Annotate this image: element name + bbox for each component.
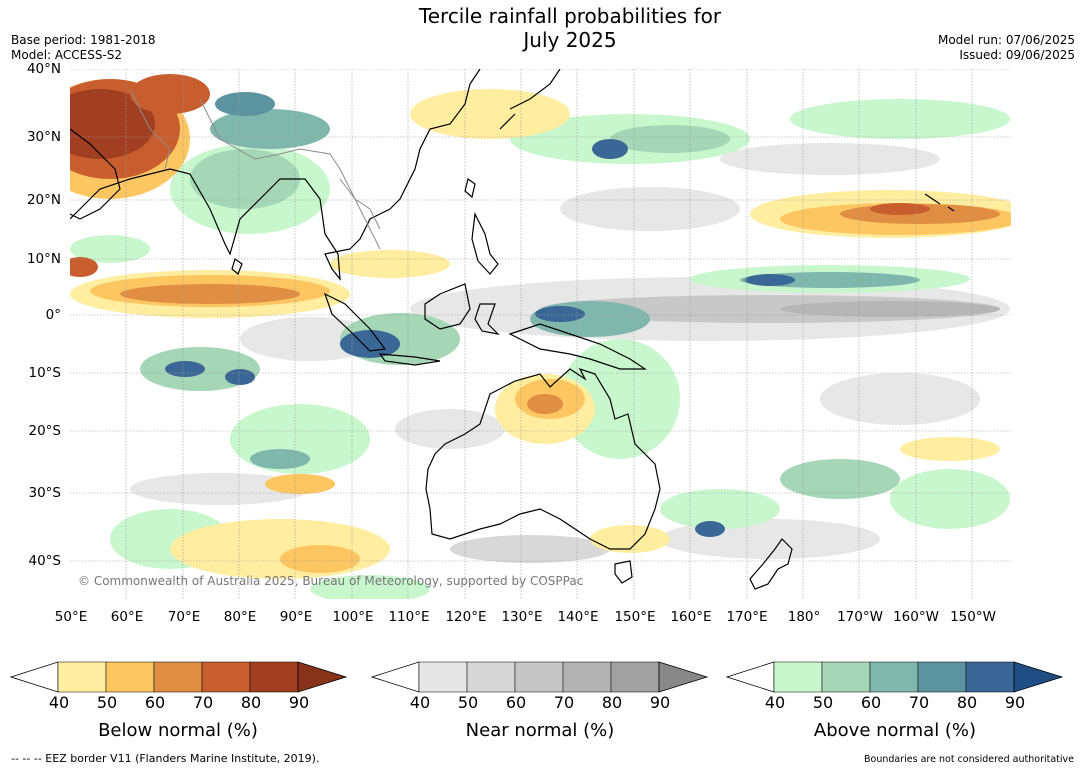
lon-label-80e: 80°E (223, 609, 257, 625)
colorbar-min-arrow (9, 661, 59, 693)
lon-label-130e: 130°E (501, 609, 543, 625)
colorbar-swatch (57, 661, 107, 693)
cb-below-tick-60: 60 (144, 693, 166, 712)
map-title: Tercile rainfall probabilities for July … (418, 4, 722, 52)
map-gridlines (70, 69, 1011, 599)
cb-above-tick-40: 40 (764, 693, 786, 712)
lon-label-120e: 120°E (445, 609, 487, 625)
cb-near-tick-90: 90 (649, 693, 671, 712)
colorbar-min-arrow (725, 661, 775, 693)
cb-near-tick-40: 40 (409, 693, 431, 712)
cb-below-title: Below normal (%) (98, 720, 258, 741)
lon-label-160e: 160°E (670, 609, 712, 625)
colorbar-swatch (153, 661, 203, 693)
colorbar-max-arrow (1013, 661, 1064, 693)
cb-above-title: Above normal (%) (813, 720, 977, 741)
colorbar-swatch (562, 661, 612, 693)
lon-label-180: 180° (787, 609, 821, 625)
lat-label-20s: 20°S (28, 423, 62, 439)
cb-below-tick-80: 80 (240, 693, 262, 712)
cb-below-tick-70: 70 (192, 693, 214, 712)
lat-label-20n: 20°N (26, 192, 61, 208)
colorbar-min-arrow (370, 661, 420, 693)
run-info: Model run: 07/06/2025 Issued: 09/06/2025 (938, 33, 1075, 63)
cb-above-tick-80: 80 (956, 693, 978, 712)
cb-above-tick-70: 70 (908, 693, 930, 712)
cb-near-title: Near normal (%) (465, 720, 615, 741)
lat-label-30s: 30°S (28, 485, 62, 501)
rainfall-map: © Commonwealth of Australia 2025, Bureau… (70, 69, 1011, 599)
cb-near-tick-50: 50 (457, 693, 479, 712)
colorbar-max-arrow (658, 661, 709, 693)
country-borders (129, 88, 381, 250)
lat-label-40n: 40°N (26, 61, 61, 77)
cb-near-tick-60: 60 (505, 693, 527, 712)
cb-below-tick-40: 40 (48, 693, 70, 712)
lon-label-90e: 90°E (279, 609, 313, 625)
colorbar-above-normal (725, 660, 1066, 698)
lon-label-150e: 150°E (614, 609, 656, 625)
cb-near-tick-70: 70 (553, 693, 575, 712)
near-normal-areas (130, 143, 1010, 563)
colorbar-swatch (249, 661, 299, 693)
cb-near-tick-80: 80 (601, 693, 623, 712)
colorbar-near-swatches (370, 661, 709, 693)
lon-label-140e: 140°E (557, 609, 599, 625)
lon-label-60e: 60°E (110, 609, 144, 625)
lon-label-160w: 160°W (893, 609, 939, 625)
colorbar-swatch (917, 661, 967, 693)
lat-label-40s: 40°S (28, 553, 62, 569)
cb-above-tick-90: 90 (1004, 693, 1026, 712)
model-info: Base period: 1981-2018 Model: ACCESS-S2 (11, 33, 156, 63)
lat-label-equator: 0° (45, 307, 61, 323)
cb-below-tick-50: 50 (96, 693, 118, 712)
colorbar-swatch (418, 661, 468, 693)
lon-label-150w: 150°W (950, 609, 996, 625)
below-normal-areas (70, 74, 1011, 579)
issued-date: Issued: 09/06/2025 (959, 48, 1075, 62)
map-canvas: © Commonwealth of Australia 2025, Bureau… (70, 69, 1011, 599)
colorbar-swatch (514, 661, 564, 693)
coastlines (70, 69, 955, 590)
colorbar-swatch (201, 661, 251, 693)
lon-label-100e: 100°E (332, 609, 374, 625)
cb-below-tick-90: 90 (288, 693, 310, 712)
colorbar-swatch (105, 661, 155, 693)
colorbar-below-swatches (9, 661, 348, 693)
colorbar-swatch (821, 661, 871, 693)
model-name: Model: ACCESS-S2 (11, 48, 123, 62)
lat-label-10s: 10°S (28, 365, 62, 381)
lon-label-70e: 70°E (167, 609, 201, 625)
colorbar-swatch (869, 661, 919, 693)
base-period: Base period: 1981-2018 (11, 33, 156, 47)
lon-label-110e: 110°E (388, 609, 430, 625)
colorbar-below-normal (9, 660, 350, 698)
lat-label-10n: 10°N (26, 251, 61, 267)
lon-label-170e: 170°E (726, 609, 768, 625)
colorbar-near-normal (370, 660, 711, 698)
lat-label-30n: 30°N (26, 129, 61, 145)
cb-above-tick-60: 60 (860, 693, 882, 712)
colorbar-swatch (965, 661, 1015, 693)
lon-label-50e: 50°E (54, 609, 88, 625)
colorbar-swatch (773, 661, 823, 693)
colorbar-swatch (466, 661, 516, 693)
colorbar-above-swatches (725, 661, 1064, 693)
lon-label-170w: 170°W (837, 609, 883, 625)
eez-footnote: -- -- -- EEZ border V11 (Flanders Marine… (11, 752, 320, 765)
copyright-notice: © Commonwealth of Australia 2025, Bureau… (78, 574, 583, 588)
colorbar-swatch (610, 661, 660, 693)
boundaries-disclaimer: Boundaries are not considered authoritat… (864, 754, 1074, 765)
model-run-date: Model run: 07/06/2025 (937, 33, 1075, 47)
colorbar-max-arrow (297, 661, 348, 693)
cb-above-tick-50: 50 (812, 693, 834, 712)
